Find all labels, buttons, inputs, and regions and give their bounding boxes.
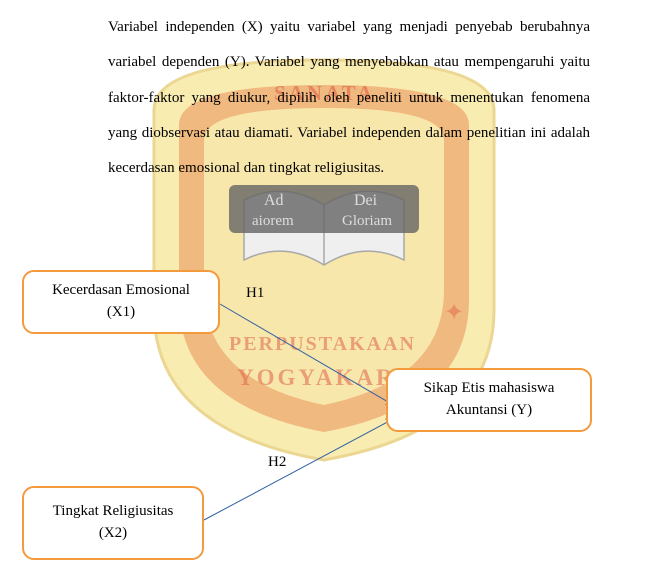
node-y-line2: Akuntansi (Y) — [446, 400, 532, 422]
edge-label-h1: H1 — [246, 285, 264, 302]
body-paragraph: Variabel independen (X) yaitu variabel y… — [0, 0, 648, 186]
node-y-line1: Sikap Etis mahasiswa — [424, 378, 555, 400]
edge-label-h2: H2 — [268, 454, 286, 471]
node-x1-line2: (X1) — [107, 302, 135, 324]
banner-text-3: aiorem — [252, 213, 294, 229]
banner-text-4: Gloriam — [342, 213, 392, 229]
node-x2-line1: Tingkat Religiusitas — [53, 501, 174, 523]
edge-h2 — [204, 418, 395, 520]
banner-text-1: Ad — [264, 192, 284, 209]
node-x2-line2: (X2) — [99, 523, 127, 545]
banner-text-2: Dei — [354, 192, 378, 209]
conceptual-diagram: Kecerdasan Emosional (X1) Tingkat Religi… — [0, 260, 648, 580]
node-x2: Tingkat Religiusitas (X2) — [22, 486, 204, 560]
node-y: Sikap Etis mahasiswa Akuntansi (Y) — [386, 368, 592, 432]
paragraph-text: Variabel independen (X) yaitu variabel y… — [108, 10, 590, 186]
node-x1: Kecerdasan Emosional (X1) — [22, 270, 220, 334]
edge-h1 — [220, 304, 395, 406]
node-x1-line1: Kecerdasan Emosional — [52, 280, 190, 302]
